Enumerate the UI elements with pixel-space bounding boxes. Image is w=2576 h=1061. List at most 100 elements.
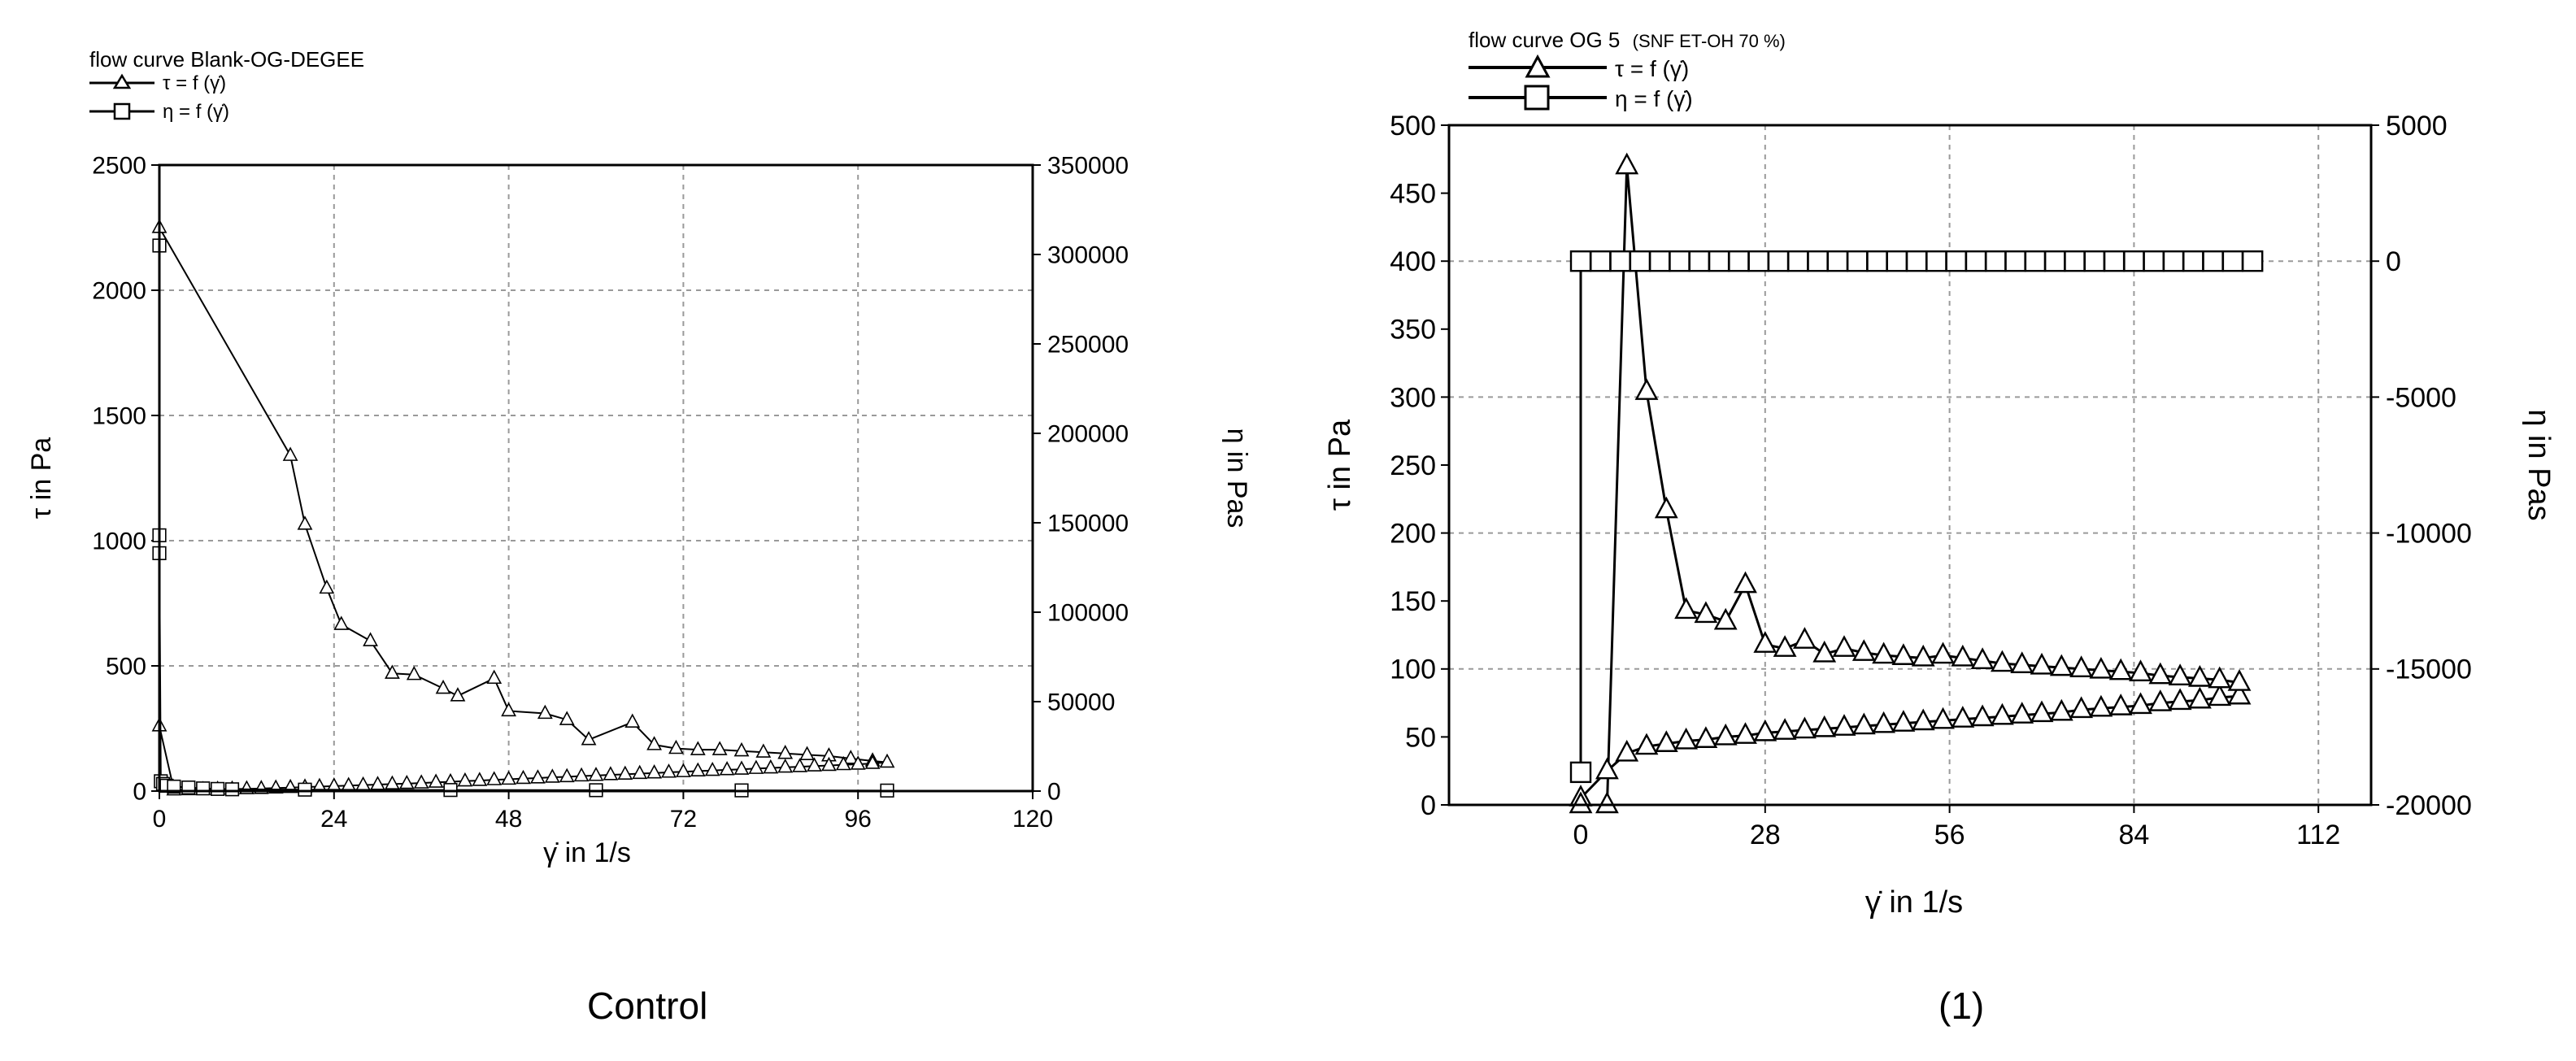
data-point-tau: [1951, 706, 1975, 728]
data-point-tau: [501, 702, 517, 717]
series-line-tau: [159, 227, 888, 791]
data-point-eta: [1886, 250, 1908, 272]
data-point-eta: [298, 782, 312, 797]
data-point-tau: [333, 615, 350, 630]
data-point-tau: [2010, 651, 2034, 673]
data-point-tau: [1911, 644, 1935, 667]
data-point-tau: [2129, 692, 2152, 715]
triangle-marker-icon: [1525, 54, 1551, 78]
data-point-eta: [1826, 250, 1849, 272]
data-point-eta: [1905, 250, 1928, 272]
data-point-tau: [1569, 791, 1593, 814]
plot-frame: [158, 163, 1034, 793]
y-tick-label-left: 0: [133, 779, 146, 806]
data-point-tau: [755, 743, 772, 758]
data-point-eta: [1925, 250, 1947, 272]
data-point-tau: [777, 758, 794, 773]
y-tick-label-right: 250000: [1047, 332, 1129, 359]
data-point-tau: [1792, 627, 1817, 649]
data-point-tau: [646, 736, 663, 750]
data-point-tau: [1832, 635, 1856, 657]
triangle-marker-icon: [112, 73, 132, 89]
y-tick-label-left: 150: [1390, 586, 1436, 617]
x-tick-label: 24: [320, 806, 347, 833]
legend-label-eta: η = f (γ̇): [163, 101, 229, 123]
svg-text:flow curve OG 5 (SNF ET-: flow curve OG 5 (SNF ET-OH 70 %): [1469, 28, 1786, 52]
caption-panel-1: (1): [1939, 985, 1985, 1027]
data-point-tau: [668, 739, 684, 754]
data-point-tau: [1852, 712, 1876, 735]
og5-chart: flow curve OG 5 (SNF ET-OH 70 %) τ = f (…: [1323, 28, 2556, 920]
y-tick-label-left: 2500: [92, 153, 146, 180]
data-point-tau: [537, 704, 553, 720]
data-point-tau: [1615, 739, 1639, 762]
data-point-eta: [1866, 250, 1888, 272]
y-tick-label-left: 350: [1390, 315, 1436, 346]
data-point-tau: [2227, 668, 2252, 691]
grid: [159, 165, 1033, 791]
x-tick-label: 0: [1573, 820, 1589, 850]
data-point-tau: [1951, 644, 1975, 667]
data-point-eta: [1985, 250, 2007, 272]
y-tick-label-right: -20000: [2386, 790, 2472, 821]
chart-title-suffix: (SNF ET-OH 70 %): [1633, 31, 1786, 51]
y-tick-label-right: 350000: [1047, 153, 1129, 180]
data-point-tau: [719, 761, 735, 776]
x-tick-label: 56: [1934, 820, 1965, 850]
legend-eta: η = f (γ̇): [1469, 85, 1693, 111]
y-tick-label-right: 100000: [1047, 600, 1129, 627]
data-point-tau: [1990, 650, 2014, 672]
data-point-tau: [1773, 635, 1797, 657]
data-point-tau: [384, 775, 400, 790]
data-point-eta: [1807, 250, 1829, 272]
data-point-tau: [319, 579, 335, 594]
data-point-tau: [486, 771, 503, 785]
data-point-tau: [1812, 640, 1837, 663]
x-tick-label: 84: [2118, 820, 2149, 850]
x-tick-label: 96: [845, 806, 872, 833]
data-point-tau: [398, 774, 415, 789]
data-point-tau: [1694, 601, 1718, 624]
y-tick-label-right: 5000: [2386, 111, 2448, 141]
data-point-tau: [1734, 571, 1757, 594]
y-tick-label-left: 500: [106, 654, 146, 681]
data-point-eta: [1629, 250, 1651, 272]
y-tick-label-right: 50000: [1047, 689, 1115, 716]
data-point-tau: [529, 769, 546, 784]
legend-tau: τ = f (γ̇): [1469, 54, 1689, 81]
data-point-tau: [516, 769, 531, 785]
data-point-eta: [1648, 250, 1671, 272]
data-point-tau: [1990, 702, 2014, 725]
legend-label-eta: η = f (γ̇): [1615, 86, 1693, 111]
x-tick-label: 72: [670, 806, 697, 833]
series: [151, 219, 895, 798]
y-tick-label-left: 450: [1390, 179, 1436, 210]
data-point-eta: [2241, 250, 2264, 272]
data-point-tau: [435, 679, 451, 694]
y-tick-label-right: -10000: [2386, 519, 2472, 550]
data-point-eta: [2123, 250, 2145, 272]
data-point-eta: [1747, 250, 1769, 272]
data-point-tau: [1634, 378, 1659, 400]
data-point-tau: [733, 741, 750, 757]
data-point-tau: [457, 772, 473, 787]
data-point-tau: [559, 711, 575, 725]
y-tick-label-left: 300: [1390, 382, 1436, 413]
data-point-tau: [835, 755, 851, 771]
data-point-tau: [617, 765, 633, 781]
data-point-eta: [224, 782, 240, 797]
data-point-tau: [711, 741, 728, 755]
data-point-tau: [603, 766, 619, 781]
data-point-eta: [2182, 250, 2204, 272]
data-point-tau: [2030, 652, 2054, 675]
data-point-tau: [384, 664, 400, 679]
data-point-tau: [1753, 631, 1778, 653]
data-point-eta: [196, 781, 211, 796]
data-point-tau: [581, 731, 597, 746]
data-point-tau: [2187, 664, 2212, 687]
data-point-tau: [2069, 655, 2094, 677]
y-tick-label-right: 0: [2386, 246, 2401, 277]
data-point-eta: [1609, 250, 1631, 272]
legend-label-tau: τ = f (γ̇): [1615, 56, 1689, 81]
y-tick-label-right: 0: [1047, 779, 1061, 806]
